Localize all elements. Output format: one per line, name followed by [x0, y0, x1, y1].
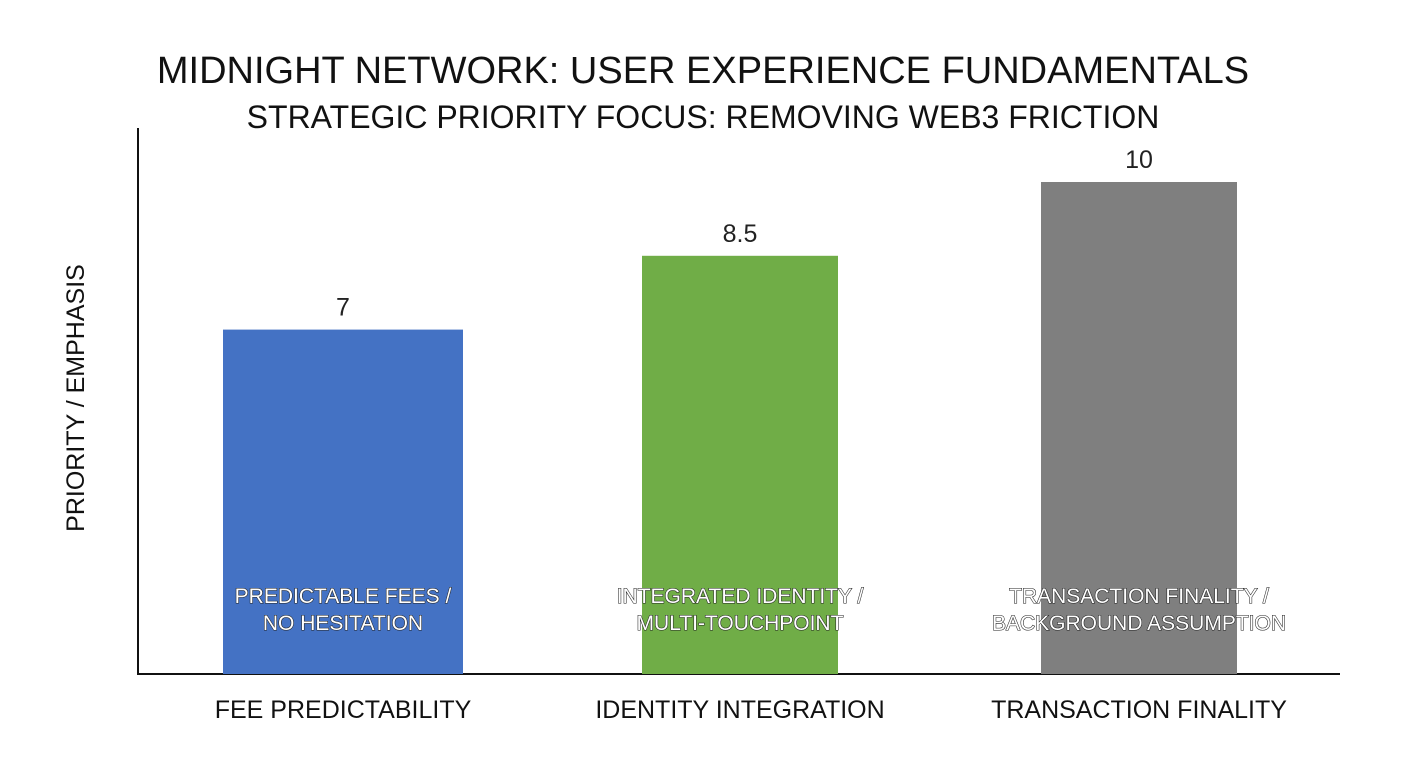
chart-subtitle: STRATEGIC PRIORITY FOCUS: REMOVING WEB3 … [247, 99, 1160, 135]
bar-annotation-1-line-1: PREDICTABLE FEES / [235, 585, 452, 608]
bar-3 [1041, 182, 1237, 674]
bar-2 [642, 255, 838, 675]
x-tick-label-1: FEE PREDICTABILITY [215, 696, 472, 724]
bars-layer: 7 PREDICTABLE FEES / NO HESITATION FEE PRED… [215, 146, 1288, 724]
data-label-1: 7 [336, 294, 350, 322]
y-axis-label: PRIORITY / EMPHASIS [62, 264, 90, 532]
data-label-3: 10 [1125, 146, 1153, 174]
x-tick-label-3: TRANSACTION FINALITY [991, 696, 1287, 724]
bar-annotation-3-line-1: TRANSACTION FINALITY / [1009, 585, 1269, 608]
bar-annotation-2-line-2: MULTI-TOUCHPOINT [637, 612, 844, 635]
bar-annotation-1-line-2: NO HESITATION [263, 612, 423, 635]
chart-title: MIDNIGHT NETWORK: USER EXPERIENCE FUNDAM… [157, 50, 1249, 92]
bar-1 [223, 329, 463, 674]
data-label-2: 8.5 [723, 220, 758, 248]
x-tick-label-2: IDENTITY INTEGRATION [595, 696, 884, 724]
bar-annotation-2-line-1: INTEGRATED IDENTITY / [617, 585, 864, 608]
bar-annotation-3-line-2: BACKGROUND ASSUMPTION [992, 612, 1286, 635]
